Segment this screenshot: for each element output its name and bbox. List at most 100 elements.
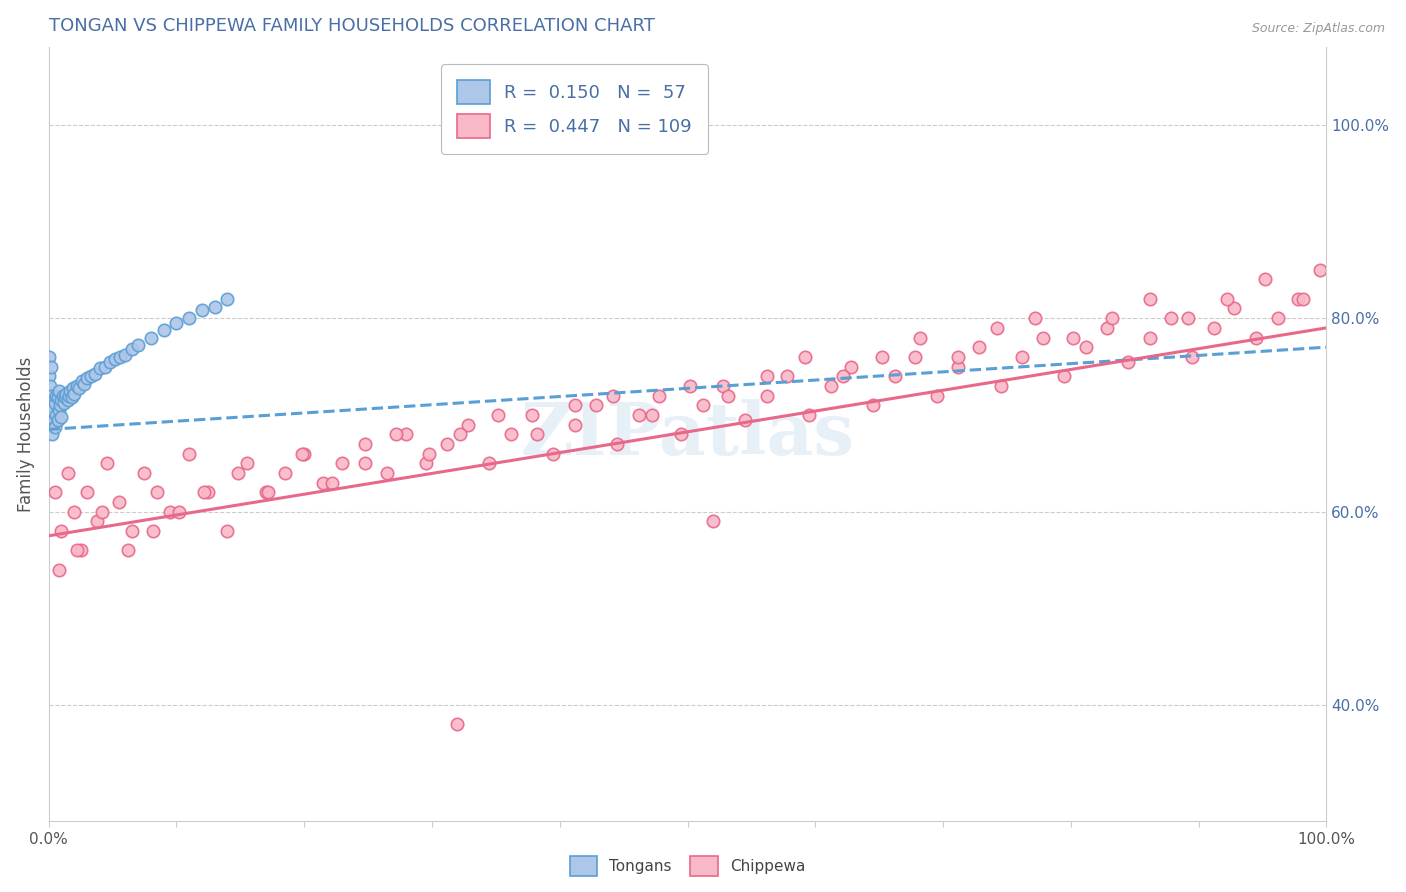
Point — [820, 379, 842, 393]
Point — [38, 388, 60, 402]
Point — [478, 456, 501, 470]
Point — [66, 543, 89, 558]
Point — [1024, 311, 1046, 326]
Point — [38, 417, 60, 432]
Point — [1011, 350, 1033, 364]
Point — [606, 437, 628, 451]
Point — [49, 398, 72, 412]
Point — [56, 466, 79, 480]
Point — [1101, 311, 1123, 326]
Point — [41, 427, 63, 442]
Point — [98, 354, 121, 368]
Point — [42, 393, 65, 408]
Point — [39, 359, 62, 374]
Point — [292, 447, 315, 461]
Text: ZIPatlas: ZIPatlas — [520, 399, 855, 470]
Point — [1267, 311, 1289, 326]
Point — [63, 386, 86, 401]
Point — [257, 485, 280, 500]
Y-axis label: Family Households: Family Households — [17, 357, 35, 512]
Point — [679, 379, 702, 393]
Point — [564, 398, 586, 412]
Point — [274, 466, 297, 480]
Point — [870, 350, 893, 364]
Point — [354, 437, 377, 451]
Point — [127, 338, 149, 352]
Point — [104, 351, 127, 366]
Point — [883, 369, 905, 384]
Legend: Tongans, Chippewa: Tongans, Chippewa — [562, 848, 813, 883]
Point — [641, 408, 664, 422]
Point — [44, 396, 66, 410]
Point — [108, 495, 131, 509]
Point — [197, 485, 219, 500]
Point — [56, 393, 79, 408]
Point — [1062, 330, 1084, 344]
Point — [254, 485, 277, 500]
Point — [51, 409, 73, 424]
Point — [648, 388, 671, 402]
Point — [114, 348, 136, 362]
Point — [1032, 330, 1054, 344]
Point — [1309, 262, 1331, 277]
Point — [38, 398, 60, 412]
Point — [121, 524, 143, 538]
Point — [152, 323, 174, 337]
Point — [1177, 311, 1199, 326]
Text: TONGAN VS CHIPPEWA FAMILY HOUSEHOLDS CORRELATION CHART: TONGAN VS CHIPPEWA FAMILY HOUSEHOLDS COR… — [49, 17, 654, 35]
Point — [1244, 330, 1267, 344]
Point — [80, 369, 103, 384]
Point — [627, 408, 650, 422]
Point — [44, 419, 66, 434]
Point — [45, 388, 67, 402]
Point — [446, 717, 468, 731]
Point — [217, 524, 239, 538]
Point — [48, 384, 70, 398]
Point — [564, 417, 586, 432]
Point — [1216, 292, 1239, 306]
Point — [73, 376, 96, 391]
Point — [42, 413, 65, 427]
Point — [142, 524, 165, 538]
Point — [1076, 340, 1098, 354]
Point — [52, 388, 75, 402]
Point — [543, 447, 565, 461]
Point — [226, 466, 249, 480]
Point — [58, 388, 80, 402]
Point — [1292, 292, 1315, 306]
Point — [53, 391, 76, 405]
Point — [60, 391, 83, 405]
Point — [375, 466, 398, 480]
Point — [908, 330, 931, 344]
Point — [62, 381, 84, 395]
Point — [46, 391, 69, 405]
Point — [76, 485, 98, 500]
Point — [69, 543, 91, 558]
Point — [46, 413, 69, 427]
Point — [52, 396, 75, 410]
Point — [436, 437, 458, 451]
Point — [70, 374, 93, 388]
Point — [602, 388, 624, 402]
Point — [134, 466, 156, 480]
Point — [1254, 272, 1277, 286]
Point — [925, 388, 948, 402]
Point — [734, 413, 756, 427]
Point — [1160, 311, 1182, 326]
Point — [702, 514, 724, 528]
Point — [948, 359, 970, 374]
Point — [797, 408, 820, 422]
Point — [159, 505, 181, 519]
Point — [96, 456, 118, 470]
Point — [139, 330, 162, 344]
Point — [1202, 321, 1225, 335]
Point — [415, 456, 437, 470]
Point — [904, 350, 927, 364]
Point — [235, 456, 257, 470]
Point — [67, 381, 90, 395]
Point — [986, 321, 1008, 335]
Point — [63, 505, 86, 519]
Point — [1223, 301, 1246, 316]
Point — [66, 379, 89, 393]
Point — [755, 388, 778, 402]
